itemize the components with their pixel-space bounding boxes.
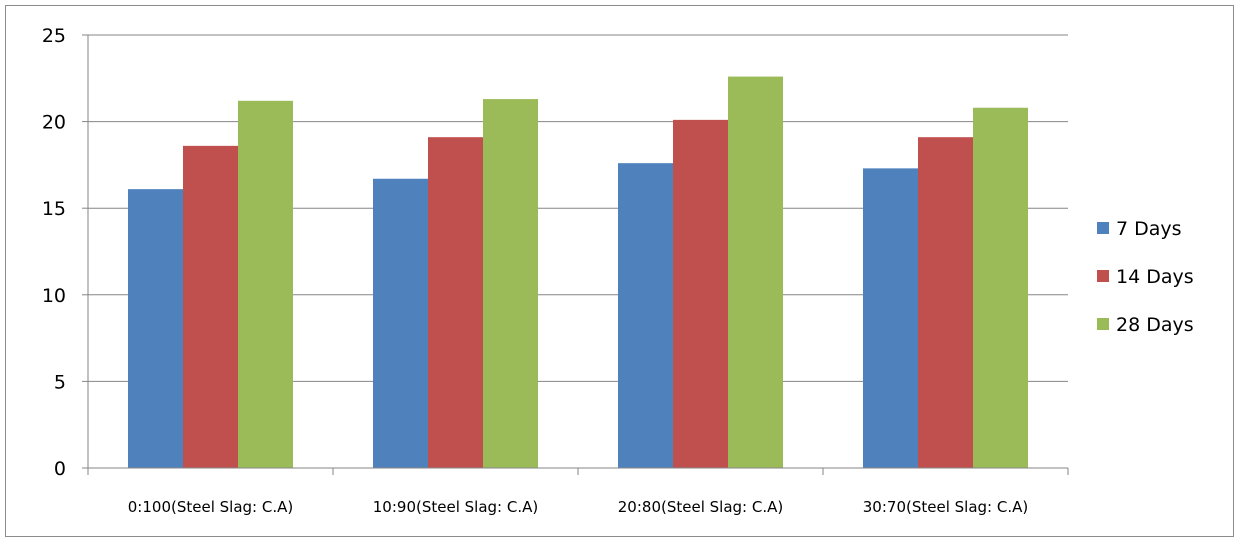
bar-14-days — [428, 137, 483, 469]
y-tick-label: 20 — [42, 112, 66, 134]
y-tick-label: 5 — [54, 371, 66, 393]
legend: 7 Days 14 Days 28 Days — [1097, 218, 1194, 336]
bar-28-days — [728, 76, 783, 469]
bars — [128, 76, 1028, 469]
legend-swatch — [1097, 270, 1109, 282]
legend-swatch — [1097, 318, 1109, 330]
bar-7-days — [373, 178, 428, 469]
x-category-label: 10:90(Steel Slag: C.A) — [373, 498, 538, 516]
bar-28-days — [973, 107, 1028, 468]
x-category-label: 30:70(Steel Slag: C.A) — [863, 498, 1028, 516]
y-tick-label: 25 — [42, 25, 66, 47]
bar-28-days — [483, 99, 538, 469]
legend-label: 14 Days — [1116, 266, 1194, 288]
bar-28-days — [238, 100, 293, 468]
legend-swatch — [1097, 222, 1109, 234]
y-tick-label: 0 — [54, 458, 66, 480]
bar-14-days — [918, 137, 973, 469]
bar-14-days — [183, 145, 238, 468]
x-category-label: 20:80(Steel Slag: C.A) — [618, 498, 783, 516]
x-category-label: 0:100(Steel Slag: C.A) — [128, 498, 293, 516]
bar-7-days — [618, 163, 673, 468]
y-tick-label: 10 — [42, 285, 66, 307]
bar-14-days — [673, 119, 728, 469]
legend-label: 7 Days — [1116, 218, 1182, 240]
bar-7-days — [128, 189, 183, 468]
axis-labels: 0 5 10 15 20 25 0:100(Steel Slag: C.A) 10:90(St… — [42, 25, 1028, 516]
axes — [82, 34, 1069, 475]
y-tick-label: 15 — [42, 198, 66, 220]
legend-label: 28 Days — [1116, 314, 1194, 336]
bar-7-days — [863, 168, 918, 468]
